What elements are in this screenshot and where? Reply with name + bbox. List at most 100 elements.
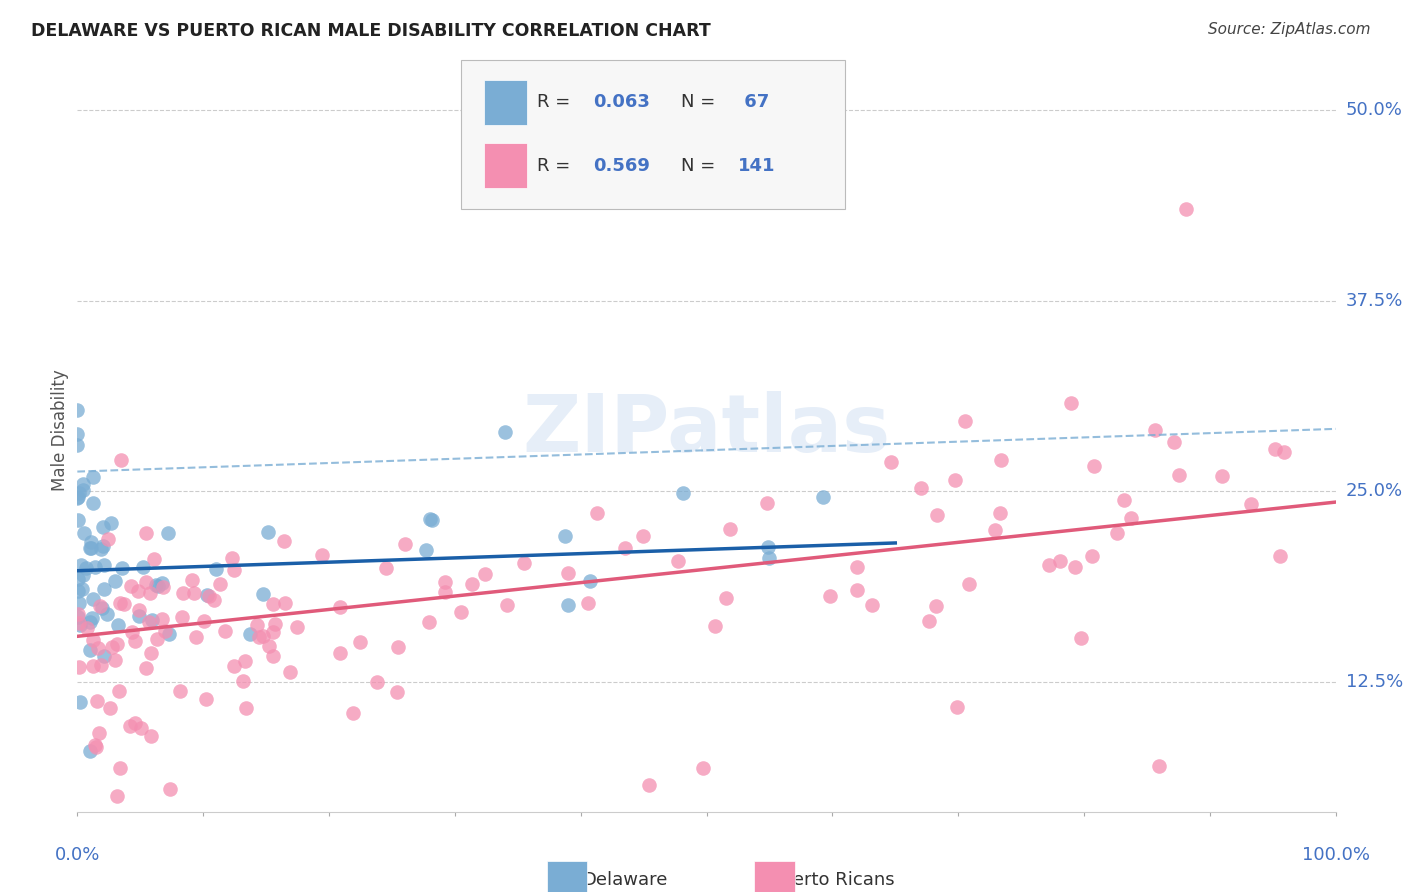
Point (953, 414, 976, 428)
Point (285, 620, 308, 634)
Point (720, 522, 742, 536)
Point (142, 551, 165, 566)
Point (222, 563, 245, 577)
Point (1175, 202, 1198, 217)
Point (1147, 759, 1170, 773)
Point (638, 778, 661, 792)
Point (152, 580, 174, 594)
FancyBboxPatch shape (461, 61, 845, 210)
Point (1081, 549, 1104, 564)
Point (66, 438, 89, 452)
FancyBboxPatch shape (755, 862, 794, 892)
Point (93, 558, 115, 572)
Point (692, 761, 714, 775)
Point (666, 554, 689, 568)
Point (1163, 435, 1185, 450)
Text: 0.063: 0.063 (593, 94, 650, 112)
Point (79, 744, 101, 758)
Point (67, 572, 90, 586)
Point (107, 618, 129, 632)
Point (120, 579, 142, 593)
Point (104, 652, 127, 666)
Point (127, 583, 149, 598)
Point (105, 789, 128, 804)
Point (252, 629, 274, 643)
Point (614, 541, 637, 555)
Point (79, 541, 101, 555)
Point (82, 496, 104, 510)
Point (224, 659, 246, 673)
Text: 141: 141 (738, 157, 776, 175)
Point (69, 695, 91, 709)
Point (90, 601, 112, 615)
Point (82, 632, 104, 647)
Point (120, 719, 142, 733)
Point (148, 579, 170, 593)
Point (121, 624, 143, 639)
Point (461, 576, 484, 591)
Point (73, 526, 96, 541)
Point (108, 761, 131, 775)
Point (214, 624, 236, 638)
Point (262, 597, 284, 611)
Point (128, 609, 150, 624)
Point (70, 582, 93, 597)
Point (66, 491, 89, 505)
Point (984, 523, 1007, 537)
Point (990, 506, 1012, 520)
Point (990, 453, 1012, 467)
Point (91, 539, 114, 553)
Point (342, 706, 364, 720)
Point (141, 646, 163, 660)
Point (235, 700, 257, 714)
Point (924, 599, 946, 614)
Point (139, 585, 162, 599)
Point (586, 507, 609, 521)
Point (150, 612, 173, 626)
Point (100, 700, 122, 714)
Point (910, 481, 932, 495)
Point (67, 584, 90, 599)
Point (703, 618, 725, 632)
Point (278, 665, 301, 680)
Point (557, 598, 579, 612)
Point (111, 561, 134, 575)
FancyBboxPatch shape (484, 79, 527, 125)
Point (328, 600, 350, 615)
Point (1268, 549, 1291, 563)
Point (82, 469, 104, 483)
Point (239, 627, 262, 641)
Point (1211, 469, 1233, 483)
Point (578, 574, 600, 589)
Point (114, 597, 136, 611)
Point (124, 716, 146, 731)
Point (672, 486, 695, 500)
Point (496, 599, 519, 613)
Point (758, 540, 780, 554)
Point (69, 618, 91, 632)
Point (135, 526, 157, 541)
Point (135, 661, 157, 675)
Point (420, 513, 443, 527)
Point (79, 643, 101, 657)
Point (66, 513, 89, 527)
Point (1114, 493, 1136, 508)
Text: R =: R = (537, 157, 575, 175)
Point (554, 529, 576, 543)
Point (257, 524, 280, 539)
Point (263, 617, 285, 632)
Point (172, 610, 194, 624)
Point (232, 674, 254, 689)
Point (418, 615, 440, 630)
Point (1083, 458, 1105, 473)
Point (758, 551, 780, 566)
Point (946, 700, 969, 714)
Point (70, 558, 93, 573)
Point (104, 574, 127, 588)
Point (1063, 560, 1085, 574)
Text: 0.569: 0.569 (593, 157, 650, 175)
Point (79, 615, 101, 630)
FancyBboxPatch shape (547, 862, 586, 892)
Point (557, 566, 579, 581)
Point (100, 516, 122, 530)
